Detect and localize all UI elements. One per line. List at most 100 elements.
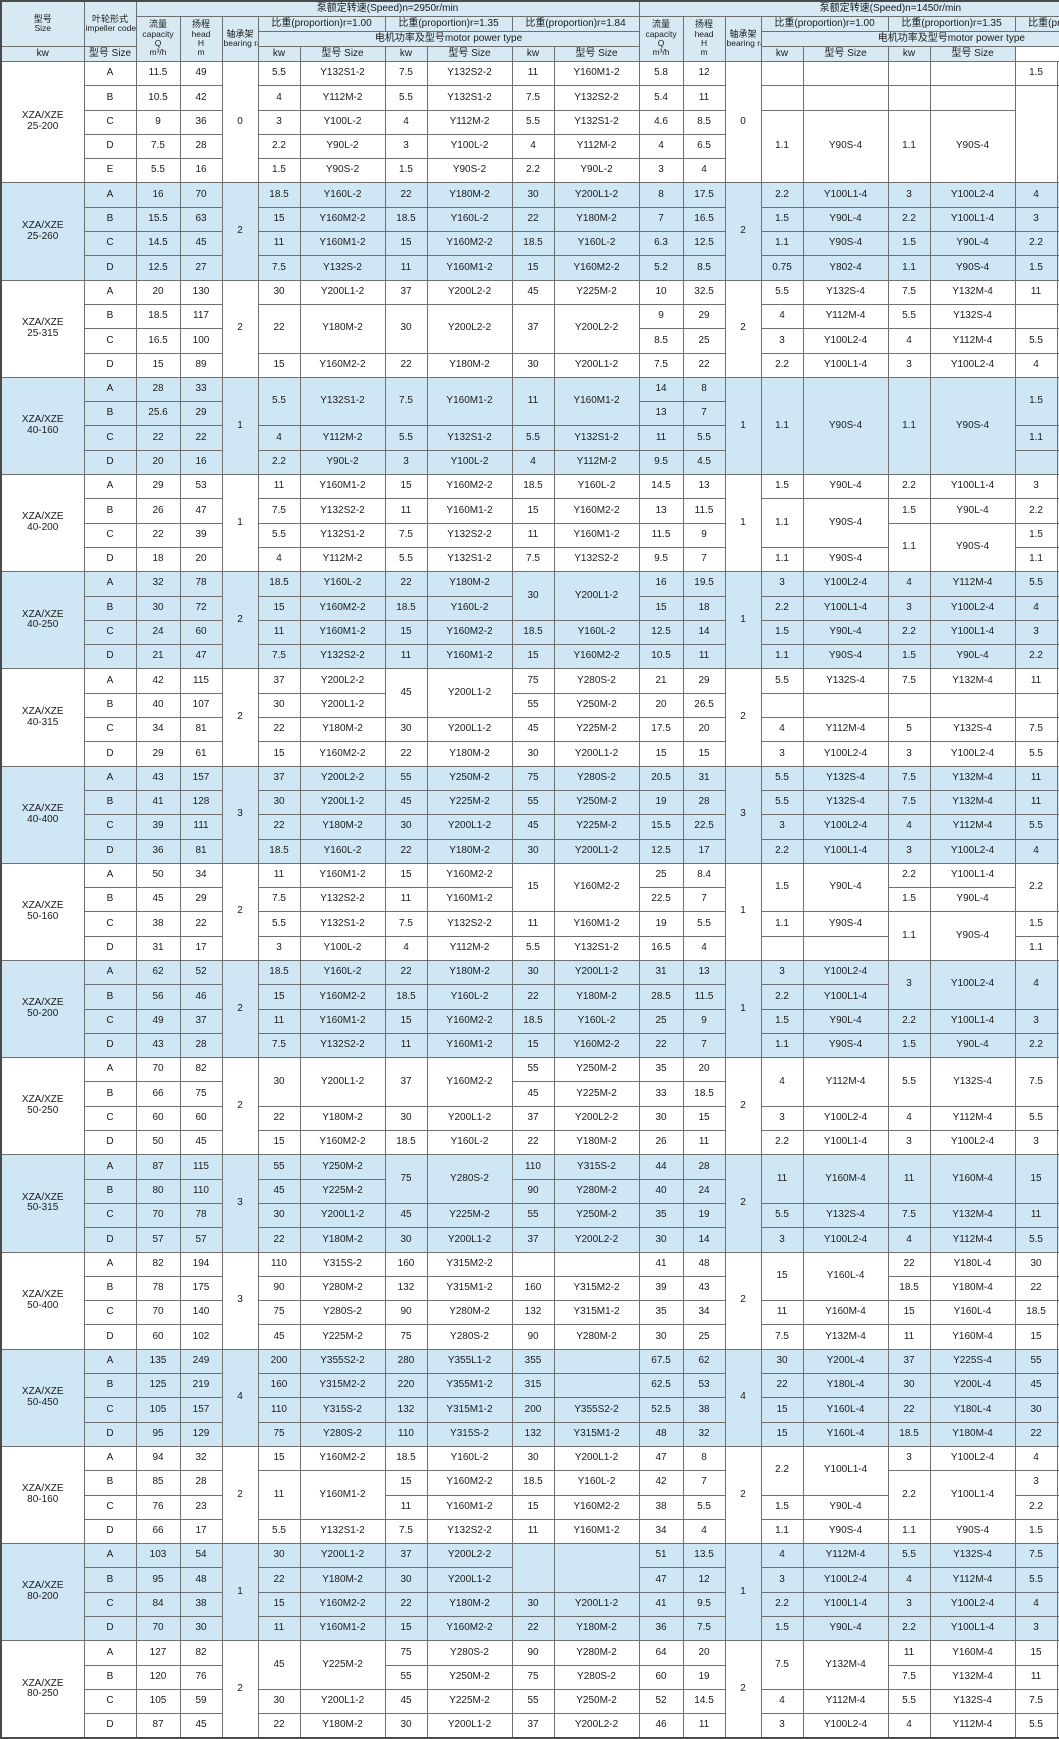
bearing-race-1450: 1 — [724, 959, 762, 1059]
head-2950: 46 — [179, 984, 223, 1010]
model-prop135-1450: Y90L-4 — [929, 498, 1016, 524]
capacity-1450: 9 — [638, 303, 684, 330]
kw-prop184-1450: 5.5 — [1014, 1227, 1058, 1253]
kw-prop135-2950: 55 — [384, 765, 428, 791]
model-prop135-1450: Y100L1-4 — [929, 206, 1016, 233]
kw-prop100-2950: 30 — [257, 692, 301, 719]
model-prop100-1450: Y112M-4 — [802, 1543, 889, 1569]
head-1450: 22.5 — [682, 814, 726, 840]
table-row: D 50 45 15 Y160M2-2 18.5 Y160L-2 22 Y180M-2 26 11 2… — [1, 1130, 1059, 1156]
capacity-1450: 22.5 — [638, 887, 684, 913]
model-prop135-1450: Y112M-4 — [929, 1105, 1016, 1132]
bearing-race-2950: 2 — [221, 1445, 259, 1545]
model-prop135-2950: Y180M-2 — [426, 352, 513, 378]
model-prop100-2950: Y132S1-2 — [299, 911, 386, 937]
impeller-code: D — [83, 449, 137, 476]
capacity-1450: 44 — [638, 1154, 684, 1180]
model-prop184-2950: Y160L-2 — [553, 1470, 640, 1496]
capacity-1450: 3 — [638, 158, 684, 184]
impeller-code: A — [83, 668, 137, 694]
bearing-race-2950: 2 — [221, 1057, 259, 1156]
capacity-1450: 4.6 — [638, 109, 684, 135]
capacity-2950: 125 — [135, 1373, 181, 1399]
kw-prop135-1450: 4 — [887, 1713, 931, 1739]
bearing-race-2950: 3 — [221, 765, 259, 864]
capacity-1450: 10.5 — [638, 644, 684, 670]
kw-prop184-2950: 22 — [511, 984, 555, 1010]
kw-prop184-2950: 11 — [511, 522, 555, 548]
kw-prop135-1450: 11 — [887, 1324, 931, 1350]
model-prop135-1450: Y90S-4 — [929, 522, 1016, 573]
head-1450: 9.5 — [682, 1591, 726, 1618]
kw-prop135-2950: 15 — [384, 231, 428, 257]
head-1450: 5.5 — [682, 425, 726, 451]
head-2950: 20 — [179, 546, 223, 573]
kw-prop184-2950: 11 — [511, 376, 555, 427]
table-row: C 84 38 15 Y160M2-2 22 Y180M-2 30 Y200L1-2 41 9.5 2… — [1, 1591, 1059, 1618]
capacity-1450: 35 — [638, 1300, 684, 1326]
head-2950: 130 — [179, 279, 223, 305]
capacity-2950: 87 — [135, 1154, 181, 1180]
kw-prop184-2950: 55 — [511, 1202, 555, 1229]
model-prop135-1450: Y90S-4 — [929, 376, 1016, 476]
model-prop184-2950: Y200L2-2 — [553, 1227, 640, 1253]
model-prop184-2950: Y200L2-2 — [553, 303, 640, 354]
kw-prop135-1450: 2.2 — [887, 1008, 931, 1034]
model-prop135-2950: Y180M-2 — [426, 571, 513, 597]
kw-prop184-2950: 15 — [511, 862, 555, 913]
kw-prop184-1450: 2.2 — [1014, 1494, 1058, 1520]
head-1450: 19 — [682, 1202, 726, 1229]
model-prop135-2950: Y200L1-2 — [426, 1105, 513, 1132]
kw-prop184-2950: 15 — [511, 644, 555, 670]
head-1450: 38 — [682, 1397, 726, 1423]
bearing-race-2950: 4 — [221, 1348, 259, 1447]
capacity-1450: 13 — [638, 498, 684, 524]
impeller-code: C — [83, 717, 137, 743]
model-prop184-2950: Y160M2-2 — [553, 498, 640, 524]
header-model-6: 型号 Size — [929, 46, 1016, 62]
head-2950: 72 — [179, 595, 223, 621]
capacity-2950: 21 — [135, 644, 181, 670]
model-prop100-2950: Y315M2-2 — [299, 1373, 386, 1399]
kw-prop100-2950: 22 — [257, 1567, 301, 1593]
header-kw-6: kw — [887, 46, 931, 62]
model-prop100-1450: Y200L-4 — [802, 1348, 889, 1375]
model-prop100-2950: Y180M-2 — [299, 1227, 386, 1253]
kw-prop100-1450: 2.2 — [760, 1591, 804, 1618]
head-2950: 81 — [179, 717, 223, 743]
model-prop100-1450: Y90S-4 — [802, 644, 889, 670]
model-prop100-2950: Y225M-2 — [299, 1178, 386, 1204]
model-prop135-2950: Y160M2-2 — [426, 231, 513, 257]
kw-prop100-2950: 160 — [257, 1373, 301, 1399]
kw-prop135-1450: 3 — [887, 741, 931, 767]
table-row: XZA/XZE 80-200 A 103 54 1 30 Y200L1-2 37 Y200L2-2… — [0, 1543, 1059, 1642]
capacity-2950: 60 — [135, 1324, 181, 1350]
model-prop100-1450: Y100L2-4 — [802, 1567, 889, 1593]
bearing-race-1450: 0 — [724, 60, 762, 184]
kw-prop100-1450: 2.2 — [760, 352, 804, 378]
table-row: C 22 22 4 Y112M-2 5.5 Y132S1-2 5.5 Y132S1-2 11 5.5… — [1, 425, 1059, 451]
kw-prop135-2950: 110 — [384, 1421, 428, 1447]
capacity-2950: 87 — [135, 1713, 181, 1739]
table-row: B 66 75 45 Y225M-2 33 18.5 — [1, 1081, 1059, 1107]
head-2950: 29 — [179, 887, 223, 913]
kw-prop100-1450: 1.5 — [760, 619, 804, 646]
head-2950: 107 — [179, 692, 223, 719]
kw-prop184-1450: 3 — [1014, 619, 1058, 646]
bearing-race-2950: 2 — [221, 959, 259, 1059]
impeller-code: C — [83, 814, 137, 840]
impeller-code: D — [83, 935, 137, 961]
table-row: XZA/XZE 50-200 A 62 52 2 18.5 Y160L-2 22 Y180M-2 3… — [0, 959, 1059, 1059]
kw-prop184-1450: 2.2 — [1014, 1032, 1058, 1059]
kw-prop100-2950: 30 — [257, 1202, 301, 1229]
head-1450: 7 — [682, 401, 726, 427]
capacity-1450: 60 — [638, 1664, 684, 1690]
kw-prop100-1450: 1.1 — [760, 1518, 804, 1545]
model-prop184-2950: Y160M2-2 — [553, 644, 640, 670]
head-1450: 20 — [682, 1057, 726, 1083]
capacity-2950: 66 — [135, 1081, 181, 1107]
impeller-code: D — [83, 352, 137, 378]
capacity-2950: 29 — [135, 741, 181, 767]
model-prop135-2950: Y132S2-2 — [426, 1518, 513, 1545]
